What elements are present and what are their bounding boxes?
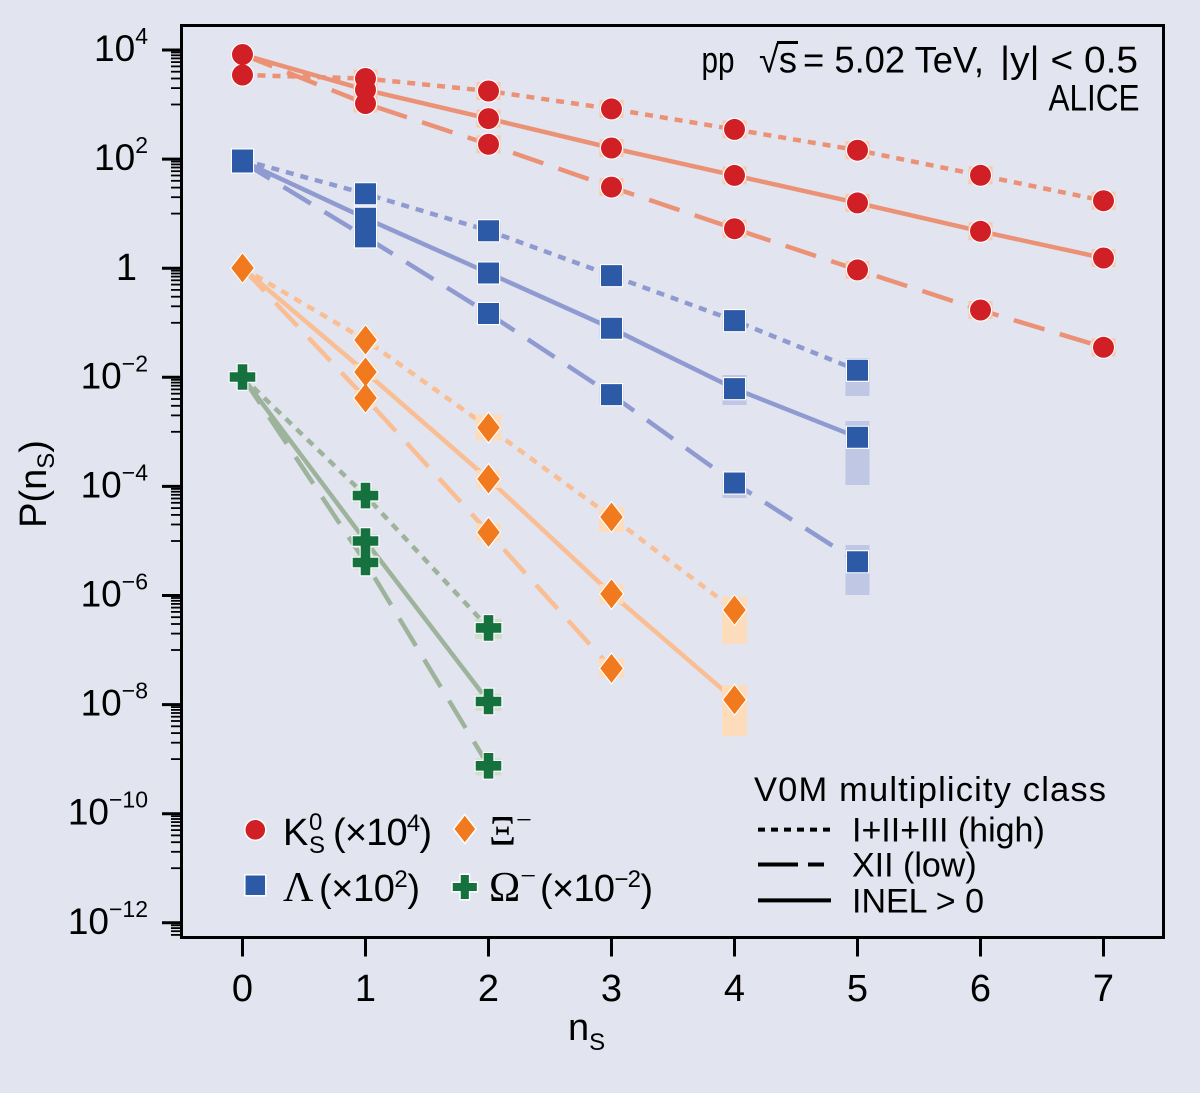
svg-text:ALICE: ALICE — [1049, 78, 1140, 119]
svg-text:P(nS): P(nS) — [13, 440, 60, 528]
svg-text:4: 4 — [724, 968, 745, 1010]
svg-text:XII (low): XII (low) — [852, 847, 977, 885]
svg-text:7: 7 — [1093, 968, 1114, 1010]
svg-text:1: 1 — [116, 247, 137, 289]
svg-text:0: 0 — [309, 809, 322, 836]
svg-text:S: S — [309, 832, 325, 859]
svg-text:0: 0 — [232, 968, 253, 1010]
svg-text:2: 2 — [478, 968, 499, 1010]
svg-text:10−10: 10−10 — [68, 787, 148, 833]
svg-text:K: K — [283, 812, 308, 854]
svg-text:nS: nS — [568, 1007, 605, 1056]
svg-text:I+II+III (high): I+II+III (high) — [852, 812, 1045, 850]
svg-text:1: 1 — [355, 968, 376, 1010]
svg-text:Λ: Λ — [283, 865, 314, 911]
svg-text:10−12: 10−12 — [68, 896, 148, 942]
svg-text:pp√s= 5.02 TeV,|y| < 0.5: pp √s = 5.02 TeV, |y| < 0.5 — [702, 39, 1139, 81]
svg-text:INEL > 0: INEL > 0 — [852, 882, 984, 920]
svg-text:(×10−2): (×10−2) — [540, 866, 653, 910]
svg-text:5: 5 — [847, 968, 868, 1010]
svg-text:V0M multiplicity class: V0M multiplicity class — [754, 771, 1106, 809]
svg-text:6: 6 — [970, 968, 991, 1010]
svg-text:3: 3 — [601, 968, 622, 1010]
